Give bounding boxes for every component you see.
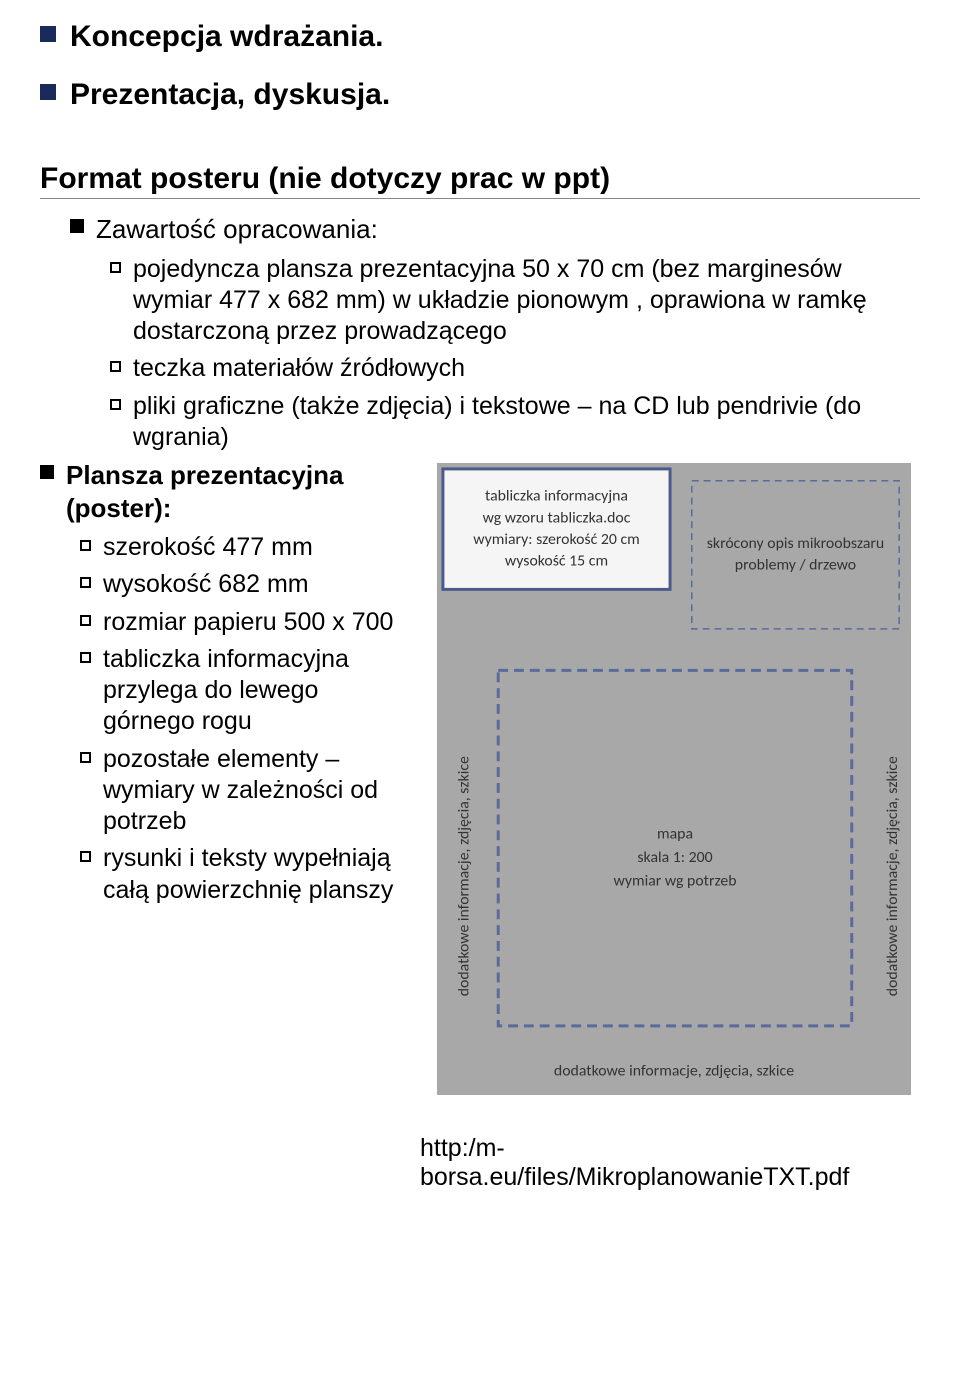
square-bullet-icon: [70, 219, 84, 233]
sub-text: Zawartość opracowania:: [96, 213, 378, 246]
diagram-column: tabliczka informacyjna wg wzoru tabliczk…: [428, 459, 920, 1104]
open-square-icon: [80, 851, 91, 862]
open-square-icon: [80, 540, 91, 551]
tab-text-1: tabliczka informacyjna: [485, 487, 628, 506]
subsub-text: rozmiar papieru 500 x 700: [103, 607, 393, 638]
footer-link[interactable]: http:/m-borsa.eu/files/MikroplanowanieTX…: [420, 1134, 920, 1192]
subsub-text: wysokość 682 mm: [103, 569, 309, 600]
bottom-label: dodatkowe informacje, zdjęcia, szkice: [554, 1061, 794, 1080]
open-square-icon: [110, 361, 121, 372]
section-title-format: Format posteru (nie dotyczy prac w ppt): [40, 162, 920, 199]
subsub-item: pliki graficzne (także zdjęcia) i teksto…: [110, 391, 920, 454]
top-right-text-1: skrócony opis mikroobszaru: [707, 534, 885, 553]
sub-item: Plansza prezentacyjna (poster):: [40, 459, 410, 524]
subsub-text: tabliczka informacyjna przylega do leweg…: [103, 644, 410, 738]
top-right-text-2: problemy / drzewo: [735, 556, 856, 575]
subsub-text: pliki graficzne (także zdjęcia) i teksto…: [133, 391, 920, 454]
subsub-text: pozostałe elementy – wymiary w zależnośc…: [103, 744, 410, 838]
bullet-text: Prezentacja, dyskusja.: [70, 78, 390, 112]
square-bullet-icon: [40, 465, 54, 479]
sub-item: Zawartość opracowania:: [70, 213, 920, 246]
open-square-icon: [110, 262, 121, 273]
subsub-item: wysokość 682 mm: [80, 569, 410, 600]
open-square-icon: [80, 652, 91, 663]
subsub-item: teczka materiałów źródłowych: [110, 353, 920, 384]
section1-items: pojedyncza plansza prezentacyjna 50 x 70…: [110, 254, 920, 454]
left-side-label: dodatkowe informacje, zdjęcia, szkice: [455, 756, 474, 996]
subsub-item: szerokość 477 mm: [80, 532, 410, 563]
sub-text: Plansza prezentacyjna (poster):: [66, 459, 410, 524]
subsub-text: szerokość 477 mm: [103, 532, 313, 563]
square-bullet-icon: [40, 26, 56, 42]
tab-text-2: wg wzoru tabliczka.doc: [483, 508, 631, 527]
subsub-item: tabliczka informacyjna przylega do leweg…: [80, 644, 410, 738]
map-text-1: mapa: [657, 824, 693, 843]
map-text-3: wymiar wg potrzeb: [613, 872, 736, 891]
bullet-item: Koncepcja wdrażania.: [40, 20, 920, 54]
left-column: Plansza prezentacyjna (poster): szerokoś…: [40, 459, 410, 1104]
open-square-icon: [80, 577, 91, 588]
top-bullet-list: Koncepcja wdrażania. Prezentacja, dyskus…: [40, 20, 920, 112]
subsub-text: pojedyncza plansza prezentacyjna 50 x 70…: [133, 254, 920, 348]
two-column-row: Plansza prezentacyjna (poster): szerokoś…: [40, 459, 920, 1104]
subsub-item: rozmiar papieru 500 x 700: [80, 607, 410, 638]
square-bullet-icon: [40, 84, 56, 100]
subsub-item: pojedyncza plansza prezentacyjna 50 x 70…: [110, 254, 920, 348]
map-text-2: skala 1: 200: [637, 848, 712, 867]
poster-layout-diagram: tabliczka informacyjna wg wzoru tabliczk…: [428, 459, 920, 1099]
bullet-item: Prezentacja, dyskusja.: [40, 78, 920, 112]
bullet-text: Koncepcja wdrażania.: [70, 20, 383, 54]
section1-list: Zawartość opracowania:: [70, 213, 920, 246]
tab-text-4: wysokość 15 cm: [505, 552, 608, 571]
subsub-text: teczka materiałów źródłowych: [133, 353, 465, 384]
open-square-icon: [80, 615, 91, 626]
right-side-label: dodatkowe informacje, zdjęcia, szkice: [883, 756, 902, 996]
tab-text-3: wymiary: szerokość 20 cm: [473, 530, 640, 549]
subsub-text: rysunki i teksty wypełniają całą powierz…: [103, 843, 410, 906]
subsub-item: rysunki i teksty wypełniają całą powierz…: [80, 843, 410, 906]
open-square-icon: [110, 399, 121, 410]
section2-items: szerokość 477 mm wysokość 682 mm rozmiar…: [80, 532, 410, 906]
subsub-item: pozostałe elementy – wymiary w zależnośc…: [80, 744, 410, 838]
open-square-icon: [80, 752, 91, 763]
